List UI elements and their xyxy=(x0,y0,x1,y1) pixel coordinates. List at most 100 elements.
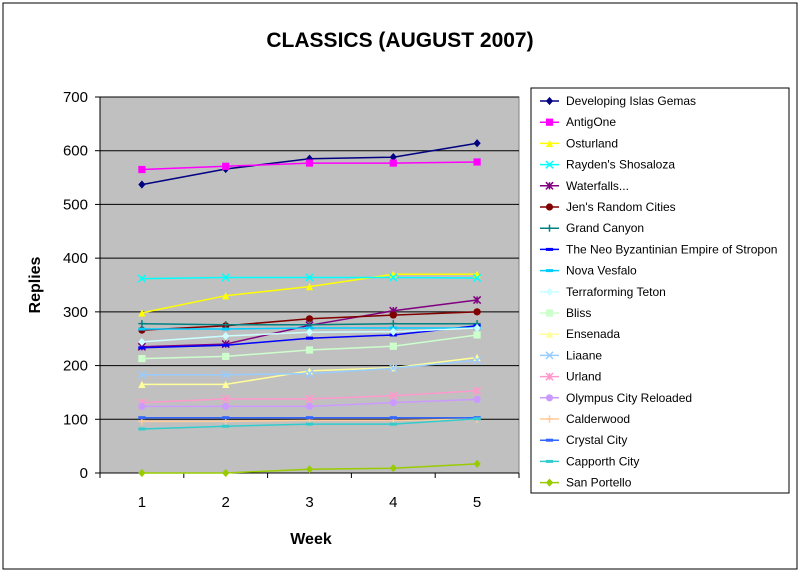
data-point xyxy=(473,308,481,316)
series-markers xyxy=(137,139,482,478)
legend-label: Osturland xyxy=(566,136,618,150)
data-point xyxy=(221,394,230,404)
data-point xyxy=(389,320,397,328)
legend-label: Jen's Random Cities xyxy=(566,200,676,214)
legend-marker xyxy=(545,203,554,211)
data-point xyxy=(305,346,314,354)
data-point xyxy=(222,468,230,478)
data-point xyxy=(389,311,397,319)
legend-marker xyxy=(545,459,554,463)
legend-label: Capporth City xyxy=(566,454,639,468)
data-point xyxy=(138,416,146,420)
data-point xyxy=(473,331,481,339)
y-axis-title: Replies xyxy=(27,256,44,313)
data-point xyxy=(222,331,230,341)
legend-marker xyxy=(545,287,554,296)
y-tick-label: 500 xyxy=(63,196,88,213)
legend-label: Developing Islas Gemas xyxy=(566,94,696,108)
data-point xyxy=(222,402,230,410)
y-axis-ticks: 0 100 200 300 400 500 600 700 xyxy=(63,89,101,482)
y-tick-label: 400 xyxy=(63,250,88,267)
data-point xyxy=(221,273,230,282)
data-point xyxy=(305,394,314,404)
legend-label: Waterfalls... xyxy=(566,179,629,193)
legend-label: San Portello xyxy=(566,476,632,490)
data-point xyxy=(473,459,481,468)
data-point xyxy=(138,180,146,189)
legend-label: Olympus City Reloaded xyxy=(566,391,692,405)
data-point xyxy=(138,327,146,331)
data-point xyxy=(222,416,230,420)
data-point xyxy=(389,327,397,336)
chart-title: CLASSICS (AUGUST 2007) xyxy=(266,29,533,52)
data-point xyxy=(389,364,398,373)
data-point xyxy=(222,343,230,347)
data-point xyxy=(305,273,314,282)
y-tick-label: 0 xyxy=(80,465,88,482)
legend-label: Calderwood xyxy=(566,412,630,426)
data-point xyxy=(472,356,482,365)
data-point xyxy=(473,417,481,421)
y-tick-label: 200 xyxy=(63,358,88,375)
legend-marker xyxy=(545,181,554,190)
legend-marker xyxy=(545,372,554,381)
x-tick-label: 3 xyxy=(305,494,313,511)
data-point xyxy=(389,391,398,400)
data-point xyxy=(222,292,230,300)
legend-marker xyxy=(545,309,554,317)
data-point xyxy=(138,427,146,431)
data-point xyxy=(389,273,398,282)
legend-box xyxy=(530,87,790,494)
x-tick-label: 1 xyxy=(138,494,146,511)
data-point xyxy=(138,337,146,347)
data-point xyxy=(138,380,146,388)
data-point xyxy=(222,321,230,329)
x-tick-label: 2 xyxy=(222,494,230,511)
y-tick-label: 600 xyxy=(63,143,88,160)
data-point xyxy=(138,346,146,350)
y-tick-label: 100 xyxy=(63,411,88,428)
data-point xyxy=(305,416,314,420)
data-point xyxy=(305,465,314,474)
legend-label: Crystal City xyxy=(566,433,627,447)
x-tick-label: 5 xyxy=(473,494,481,511)
data-point xyxy=(305,369,314,378)
data-point xyxy=(305,326,314,330)
data-point xyxy=(305,328,314,337)
data-point xyxy=(389,159,397,167)
legend-label: Rayden's Shosaloza xyxy=(566,158,675,172)
x-axis-title: Week xyxy=(290,531,332,548)
legend-label: Bliss xyxy=(566,306,591,320)
legend-marker xyxy=(545,330,554,338)
data-point xyxy=(138,468,146,478)
data-point xyxy=(472,273,482,283)
data-point xyxy=(389,153,397,162)
data-point xyxy=(389,342,397,350)
data-point xyxy=(138,354,146,363)
legend-label: Terraforming Teton xyxy=(566,285,666,299)
data-point xyxy=(137,370,147,379)
data-point xyxy=(389,422,397,426)
data-point xyxy=(138,402,146,410)
legend: Developing Islas Gemas AntigOne Osturland R… xyxy=(540,94,777,490)
legend-marker xyxy=(545,118,554,126)
data-point xyxy=(222,352,230,361)
data-point xyxy=(473,395,481,404)
data-point xyxy=(389,416,397,420)
legend-marker xyxy=(545,415,554,423)
legend-marker xyxy=(545,96,554,106)
data-point xyxy=(472,295,482,305)
data-point xyxy=(305,159,314,167)
data-point xyxy=(473,139,481,148)
legend-label: Ensenada xyxy=(566,327,620,341)
data-point xyxy=(389,464,397,473)
data-point xyxy=(138,320,146,328)
y-tick-label: 700 xyxy=(63,89,88,106)
data-point xyxy=(305,336,314,340)
data-point xyxy=(222,424,230,428)
legend-label: The Neo Byzantinian Empire of Stropon xyxy=(566,242,777,256)
data-point xyxy=(221,370,230,379)
legend-marker xyxy=(545,139,554,147)
legend-label: Nova Vesfalo xyxy=(566,264,637,278)
